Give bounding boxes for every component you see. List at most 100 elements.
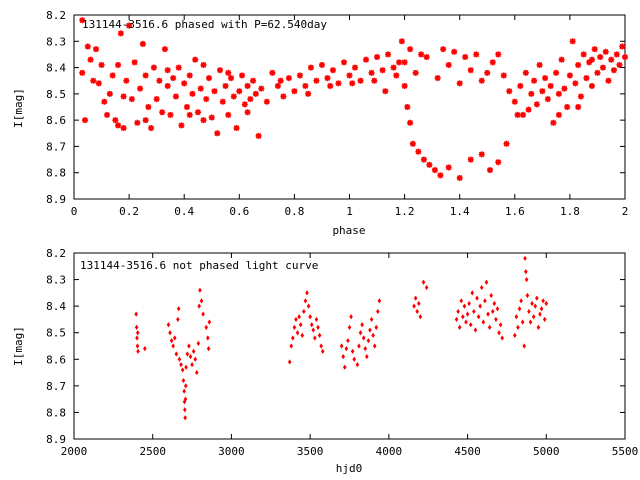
y-tick-label: 8.4 — [46, 300, 66, 313]
data-points — [79, 17, 628, 181]
data-point — [120, 125, 127, 132]
data-point — [483, 298, 487, 304]
data-point — [538, 311, 542, 317]
data-point — [95, 80, 102, 87]
data-point — [172, 335, 177, 341]
data-point — [217, 67, 224, 74]
data-point — [205, 75, 212, 82]
data-point — [613, 51, 620, 58]
x-tick-label: 3500 — [297, 445, 324, 458]
data-point — [407, 46, 414, 53]
data-point — [239, 72, 246, 79]
data-point — [131, 59, 138, 66]
data-point — [79, 17, 86, 24]
data-point — [302, 308, 306, 315]
data-point — [478, 151, 485, 158]
data-point — [464, 319, 468, 325]
data-point — [297, 314, 301, 320]
data-point — [456, 308, 460, 315]
data-point — [164, 82, 171, 89]
x-tick-label: 0.8 — [284, 205, 304, 218]
y-tick-label: 8.3 — [46, 35, 66, 48]
data-point — [484, 279, 489, 285]
data-point — [183, 104, 190, 110]
data-point — [418, 314, 423, 320]
x-tick-label: 4000 — [376, 445, 403, 458]
data-point — [539, 88, 546, 95]
data-point — [136, 348, 140, 354]
data-point — [539, 306, 544, 312]
data-point — [317, 332, 322, 338]
x-tick-labels: 0 0.2 0.4 0.6 0.8 1 1.2 1.4 1.6 1.8 2 — [71, 205, 629, 218]
data-point — [555, 90, 562, 97]
data-point — [211, 88, 218, 95]
data-point — [309, 322, 314, 328]
y-tick-label: 8.2 — [46, 247, 66, 260]
data-point — [412, 303, 416, 309]
data-point — [247, 96, 254, 103]
data-point — [500, 72, 507, 79]
data-point — [586, 59, 593, 66]
data-point — [313, 335, 317, 341]
data-point — [486, 311, 490, 317]
data-point — [137, 85, 144, 92]
data-point — [401, 82, 408, 89]
data-point — [415, 148, 422, 155]
data-point — [287, 359, 292, 365]
data-point — [186, 72, 193, 79]
data-point — [470, 290, 475, 296]
x-tick-label: 0.6 — [229, 205, 249, 218]
data-point — [342, 364, 347, 370]
data-point — [206, 335, 210, 341]
data-point — [487, 324, 492, 330]
data-point — [128, 96, 135, 103]
data-point — [169, 338, 174, 344]
data-point — [177, 356, 182, 362]
data-point — [285, 75, 292, 82]
x-tick-label: 2000 — [61, 445, 88, 458]
data-point — [167, 111, 174, 118]
data-point — [360, 322, 364, 328]
data-point — [372, 343, 377, 349]
data-point — [194, 369, 199, 376]
data-point — [126, 22, 133, 29]
data-point — [344, 346, 349, 352]
data-point — [327, 82, 334, 89]
data-point — [201, 311, 205, 317]
data-point — [564, 104, 571, 110]
data-point — [349, 80, 356, 87]
data-point — [536, 61, 543, 68]
data-point — [472, 308, 476, 315]
data-point — [520, 111, 527, 118]
data-point — [255, 132, 262, 139]
y-tick-label: 8.9 — [46, 193, 66, 206]
data-point — [134, 119, 141, 126]
data-point — [588, 56, 595, 63]
y-tick-label: 8.5 — [46, 88, 66, 101]
data-point — [497, 330, 501, 336]
data-point — [324, 75, 331, 82]
y-tick-label: 8.5 — [46, 327, 66, 340]
data-point — [594, 69, 601, 76]
data-point — [300, 332, 305, 338]
x-tick-labels: 2000 2500 3000 3500 4000 4500 5000 5500 — [61, 445, 639, 458]
data-point — [524, 276, 529, 283]
data-point — [420, 156, 427, 163]
data-point — [106, 90, 113, 97]
y-tick-label: 8.8 — [46, 406, 66, 419]
data-point — [619, 43, 626, 50]
data-point — [219, 98, 226, 105]
data-point — [489, 59, 496, 66]
data-point — [252, 90, 259, 97]
x-tick-label: 2 — [622, 205, 629, 218]
data-point — [120, 93, 127, 100]
data-point — [489, 292, 493, 299]
data-point — [196, 340, 201, 346]
data-point — [142, 117, 149, 124]
data-point — [314, 316, 319, 323]
y-axis-label: I[mag] — [12, 88, 25, 128]
data-point — [533, 101, 540, 108]
data-point — [415, 308, 419, 315]
data-point — [339, 343, 344, 349]
